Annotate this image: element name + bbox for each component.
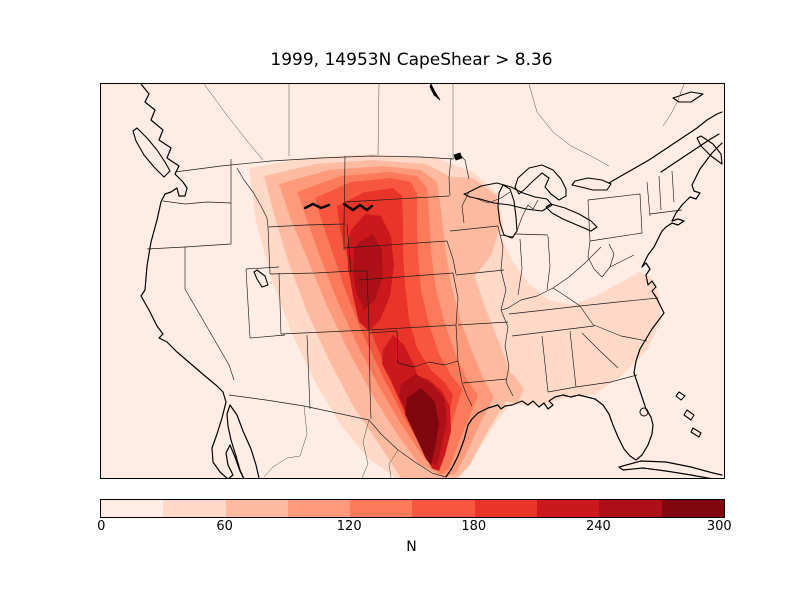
lake-sakakawea [342, 202, 374, 212]
us-canada-border [174, 153, 470, 180]
fort-peck-lake [303, 202, 331, 210]
colorbar-tick-label: 60 [216, 519, 233, 534]
contour-level-8-nebraska-core [353, 234, 383, 310]
state-borders-west [146, 155, 372, 420]
st-lawrence-coastline [608, 111, 723, 184]
colorbar-segment [287, 500, 351, 517]
lake-michigan [497, 184, 518, 239]
contour-fills [101, 84, 724, 478]
st-lawrence-north-shore [660, 133, 720, 173]
geography-outlines [132, 84, 723, 478]
colorbar-tick-label: 240 [585, 519, 611, 534]
colorbar-segment [101, 500, 164, 517]
canada-province-borders [203, 84, 685, 167]
colorbar-segment [661, 500, 724, 517]
lake-ontario [571, 177, 612, 191]
state-borders-south [508, 287, 659, 393]
colorbar-ticks: 0 60 120 180 240 300 [97, 519, 732, 535]
anticosti-island [672, 91, 704, 103]
state-borders-plains [343, 157, 473, 407]
colorbar-tick-label: 300 [706, 519, 732, 534]
colorbar-segment [412, 500, 475, 517]
map-plot [100, 83, 725, 479]
colorbar-segment [350, 500, 413, 517]
lake-erie [545, 203, 598, 232]
vancouver-island [132, 127, 171, 178]
state-borders-midwest [449, 191, 602, 397]
colorbar-segment [225, 500, 288, 517]
gulf-atlantic-coastline [445, 142, 723, 478]
colorbar-tick-label: 180 [461, 519, 487, 534]
contour-map [101, 84, 724, 478]
colorbar-segment [163, 500, 226, 517]
mexico-state-borders [263, 405, 399, 478]
lake-winnipeg-tip [429, 84, 441, 101]
bahamas-islands [675, 391, 702, 438]
colorbar-unit-label: N [406, 539, 417, 555]
pacific-coastline [140, 84, 245, 478]
contour-patch-louisiana [489, 374, 524, 404]
colorbar-segment [599, 500, 662, 517]
contour-patch-upper-midwest [437, 176, 500, 288]
colorbar-segment [474, 500, 538, 517]
nova-scotia [696, 135, 723, 165]
lake-huron [514, 164, 567, 201]
cuba-coastline [618, 460, 723, 478]
colorbar [100, 499, 725, 518]
great-salt-lake [253, 269, 269, 288]
contour-level-9-texas-core [405, 388, 439, 465]
colorbar-tick-label: 120 [336, 519, 362, 534]
colorbar-segment [537, 500, 600, 517]
us-mexico-border [228, 394, 447, 478]
state-borders-east [587, 170, 683, 278]
figure-title: 1999, 14953N CapeShear > 8.36 [270, 50, 553, 70]
colorbar-tick-label: 0 [97, 519, 106, 534]
lake-okeechobee [639, 407, 649, 417]
gulf-of-california-coastline [226, 404, 260, 478]
